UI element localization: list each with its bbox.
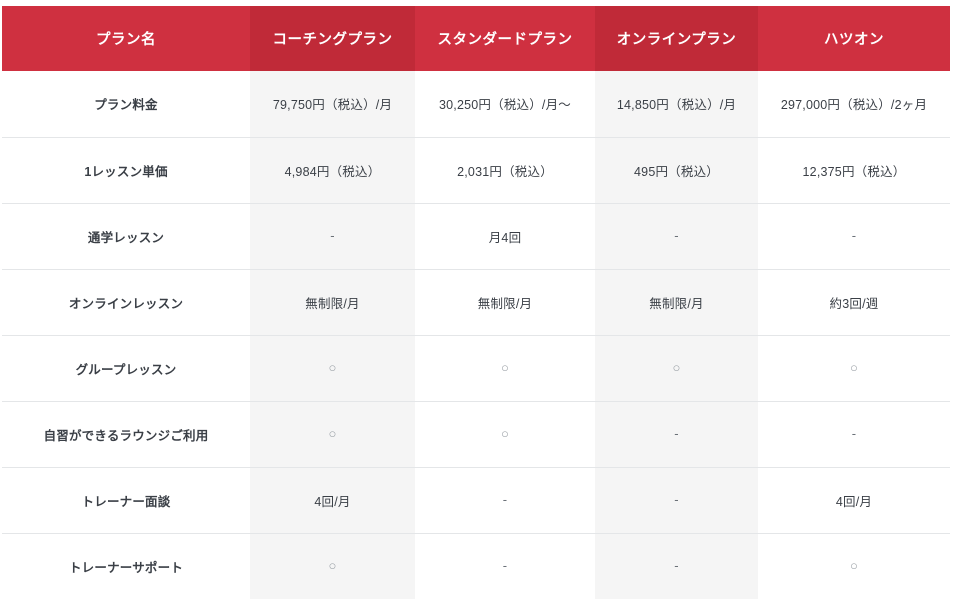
cell-trainer-support-online: - [595,533,758,599]
cell-lesson-unit-price-online: 495円（税込） [595,137,758,204]
cell-online-lesson-coaching: 無制限/月 [250,269,415,336]
table-row: 自習ができるラウンジご利用 ○ ○ - - [2,401,950,468]
cell-lounge-access-coaching: ○ [250,401,415,468]
dash-icon: - [502,492,508,507]
row-label-lounge-access: 自習ができるラウンジご利用 [2,401,250,468]
cell-online-lesson-online: 無制限/月 [595,269,758,336]
table-row: プラン料金 79,750円（税込）/月 30,250円（税込）/月～ 14,85… [2,71,950,138]
row-label-online-lesson: オンラインレッスン [2,269,250,336]
plan-comparison-table: プラン名 コーチングプラン スタンダードプラン オンラインプラン ハツオン プラ… [2,6,950,599]
cell-value: 79,750円（税込）/月 [272,98,393,113]
dash-icon: - [851,228,857,243]
row-label-in-person-lesson: 通学レッスン [2,203,250,270]
table-row: トレーナーサポート ○ - - ○ [2,533,950,599]
dash-icon: - [674,558,679,574]
cell-in-person-lesson-online: - [595,203,758,270]
cell-value: 約3回/週 [829,296,879,311]
table-row: 通学レッスン - 月4回 - - [2,203,950,270]
cell-value: 2,031円（税込） [457,164,553,179]
cell-plan-fee-standard: 30,250円（税込）/月～ [415,71,595,138]
circle-icon: ○ [849,558,859,574]
circle-icon: ○ [500,360,510,375]
header-cell-plan-name: プラン名 [2,6,250,71]
table-row: オンラインレッスン 無制限/月 無制限/月 無制限/月 約3回/週 [2,269,950,336]
cell-trainer-meeting-hatsuon: 4回/月 [758,467,950,534]
cell-online-lesson-hatsuon: 約3回/週 [758,269,950,336]
row-label-group-lesson: グループレッスン [2,335,250,402]
cell-plan-fee-online: 14,850円（税込）/月 [595,71,758,138]
circle-icon: ○ [328,360,337,375]
cell-group-lesson-standard: ○ [415,335,595,402]
cell-trainer-meeting-standard: - [415,467,595,534]
cell-value: 無制限/月 [649,296,704,311]
cell-value: 無制限/月 [477,296,533,311]
cell-value: 4,984円（税込） [284,164,381,179]
cell-value: 無制限/月 [305,296,360,311]
cell-value: 14,850円（税込）/月 [616,98,737,113]
header-cell-plan-4: ハツオン [758,6,950,71]
dash-icon: - [502,558,508,574]
cell-value: 月4回 [488,230,522,245]
cell-lesson-unit-price-hatsuon: 12,375円（税込） [758,137,950,204]
row-label-lesson-unit-price: 1レッスン単価 [2,137,250,204]
circle-icon: ○ [328,426,337,441]
cell-plan-fee-coaching: 79,750円（税込）/月 [250,71,415,138]
cell-in-person-lesson-standard: 月4回 [415,203,595,270]
cell-trainer-meeting-coaching: 4回/月 [250,467,415,534]
table-row: トレーナー面談 4回/月 - - 4回/月 [2,467,950,534]
circle-icon: ○ [849,360,859,375]
cell-online-lesson-standard: 無制限/月 [415,269,595,336]
cell-value: 12,375円（税込） [802,164,906,179]
circle-icon: ○ [328,558,337,574]
table-row: グループレッスン ○ ○ ○ ○ [2,335,950,402]
cell-in-person-lesson-hatsuon: - [758,203,950,270]
cell-value: 30,250円（税込）/月～ [438,98,571,113]
cell-value: 4回/月 [314,494,351,509]
cell-plan-fee-hatsuon: 297,000円（税込）/2ヶ月 [758,71,950,138]
header-cell-plan-3: オンラインプラン [595,6,758,71]
plan-comparison-table-wrapper: プラン名 コーチングプラン スタンダードプラン オンラインプラン ハツオン プラ… [2,6,950,599]
table-row: 1レッスン単価 4,984円（税込） 2,031円（税込） 495円（税込） 1… [2,137,950,204]
dash-icon: - [674,426,679,441]
dash-icon: - [330,228,335,243]
cell-trainer-support-hatsuon: ○ [758,533,950,599]
header-cell-plan-1: コーチングプラン [250,6,415,71]
cell-trainer-support-standard: - [415,533,595,599]
cell-trainer-meeting-online: - [595,467,758,534]
cell-value: 495円（税込） [634,164,719,179]
table-body: プラン料金 79,750円（税込）/月 30,250円（税込）/月～ 14,85… [2,71,950,599]
row-label-trainer-support: トレーナーサポート [2,533,250,599]
cell-lounge-access-hatsuon: - [758,401,950,468]
dash-icon: - [674,228,679,243]
dash-icon: - [674,492,679,507]
cell-group-lesson-online: ○ [595,335,758,402]
header-cell-plan-2: スタンダードプラン [415,6,595,71]
table-header-row: プラン名 コーチングプラン スタンダードプラン オンラインプラン ハツオン [2,6,950,71]
circle-icon: ○ [500,426,510,441]
cell-lounge-access-standard: ○ [415,401,595,468]
cell-in-person-lesson-coaching: - [250,203,415,270]
cell-lounge-access-online: - [595,401,758,468]
cell-group-lesson-hatsuon: ○ [758,335,950,402]
cell-lesson-unit-price-coaching: 4,984円（税込） [250,137,415,204]
circle-icon: ○ [672,360,681,375]
cell-trainer-support-coaching: ○ [250,533,415,599]
row-label-trainer-meeting: トレーナー面談 [2,467,250,534]
dash-icon: - [851,426,857,441]
row-label-plan-fee: プラン料金 [2,71,250,138]
cell-value: 4回/月 [835,494,873,509]
cell-value: 297,000円（税込）/2ヶ月 [780,98,928,113]
cell-group-lesson-coaching: ○ [250,335,415,402]
table-header: プラン名 コーチングプラン スタンダードプラン オンラインプラン ハツオン [2,6,950,71]
cell-lesson-unit-price-standard: 2,031円（税込） [415,137,595,204]
